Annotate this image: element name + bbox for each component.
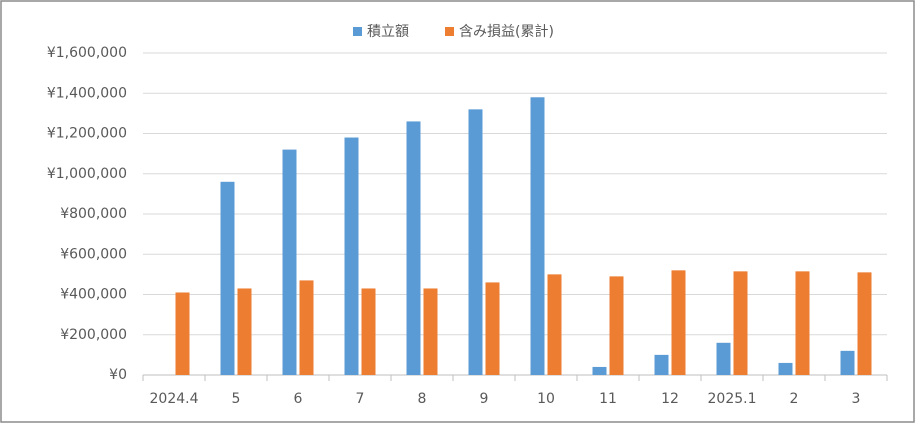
- bar: [220, 181, 235, 375]
- bar: [795, 271, 810, 375]
- x-tick-label: 3: [852, 391, 861, 407]
- y-tick-label: ¥0: [109, 367, 127, 383]
- y-tick-label: ¥800,000: [60, 206, 127, 222]
- bar: [361, 288, 376, 375]
- bar: [654, 354, 669, 375]
- x-tick-label: 9: [480, 391, 489, 407]
- bar: [423, 288, 438, 375]
- y-tick-label: ¥600,000: [60, 246, 127, 262]
- bar: [778, 362, 793, 375]
- x-tick-label: 8: [418, 391, 427, 407]
- y-tick-label: ¥200,000: [60, 327, 127, 343]
- x-tick-label: 2: [790, 391, 799, 407]
- bar: [299, 280, 314, 375]
- bar: [857, 272, 872, 375]
- y-tick-label: ¥1,400,000: [47, 85, 127, 101]
- bar: [840, 350, 855, 375]
- x-tick-label: 11: [599, 391, 617, 407]
- bar: [733, 271, 748, 375]
- bar: [468, 109, 483, 375]
- legend-label: 含み損益(累計): [459, 24, 554, 40]
- legend-swatch: [353, 27, 362, 36]
- bar: [175, 292, 190, 375]
- bar: [485, 282, 500, 375]
- bar: [282, 149, 297, 375]
- x-tick-label: 2025.1: [708, 391, 757, 407]
- bar: [406, 121, 421, 375]
- legend-swatch: [445, 27, 454, 36]
- bar: [237, 288, 252, 375]
- bar: [671, 270, 686, 375]
- x-tick-label: 2024.4: [150, 391, 199, 407]
- y-tick-label: ¥400,000: [60, 287, 127, 303]
- y-tick-label: ¥1,600,000: [47, 45, 127, 61]
- x-tick-label: 6: [294, 391, 303, 407]
- legend-label: 積立額: [367, 24, 409, 40]
- y-tick-label: ¥1,200,000: [47, 126, 127, 142]
- bar: [592, 366, 607, 375]
- x-tick-label: 10: [537, 391, 555, 407]
- x-tick-label: 5: [232, 391, 241, 407]
- bar: [547, 274, 562, 375]
- bar: [609, 276, 624, 375]
- bar: [716, 342, 731, 375]
- bar: [530, 97, 545, 376]
- y-tick-label: ¥1,000,000: [47, 166, 127, 182]
- bar: [344, 137, 359, 375]
- x-tick-label: 7: [356, 391, 365, 407]
- x-tick-label: 12: [661, 391, 679, 407]
